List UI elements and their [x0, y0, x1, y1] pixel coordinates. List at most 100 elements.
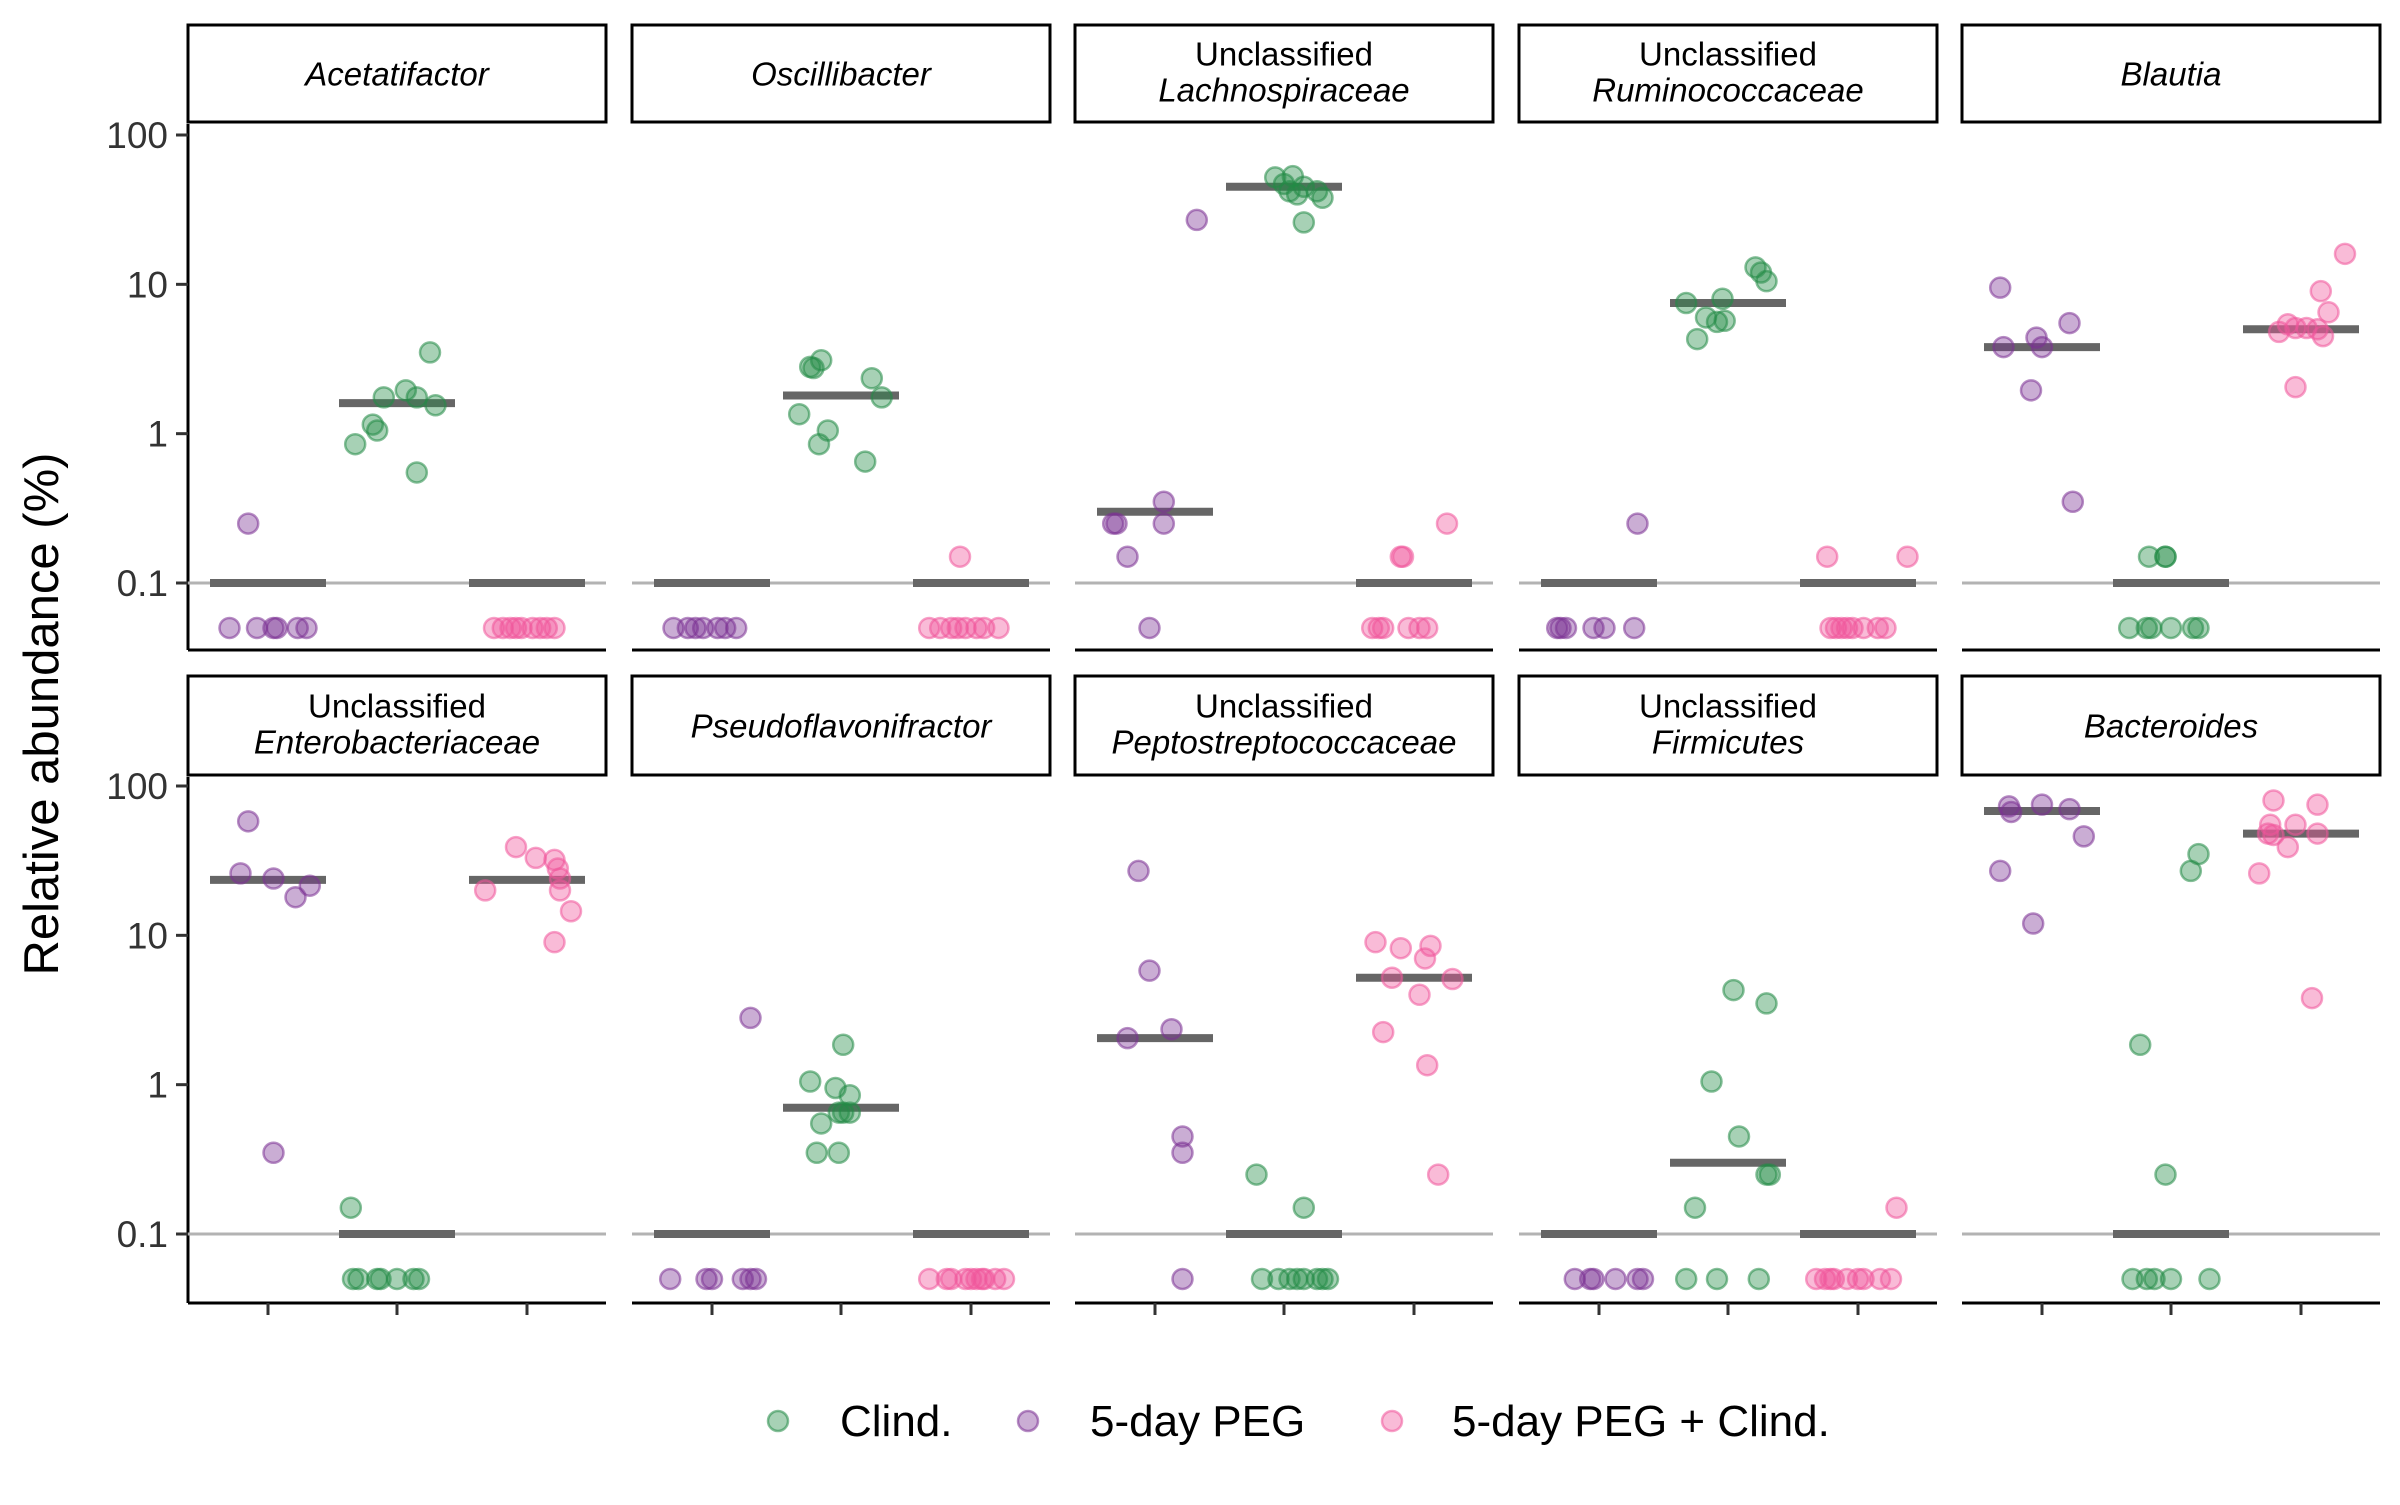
data-point-peg: [262, 867, 285, 890]
data-point-clind: [1683, 1196, 1707, 1219]
data-point-clind: [838, 1083, 862, 1107]
data-point-clind: [418, 341, 442, 364]
data-point-clind: [809, 349, 833, 372]
legend-label: 5-day PEG + Clind.: [1452, 1397, 1830, 1446]
data-point-clind: [2159, 616, 2183, 640]
data-point-pegclind: [1371, 1020, 1395, 1044]
data-point-pegclind: [987, 616, 1010, 640]
facet-title-line: Unclassified: [308, 688, 486, 725]
facet-strip-box: [1960, 674, 2382, 777]
facet-title-line: Unclassified: [1195, 36, 1373, 73]
data-point-clind: [385, 1267, 409, 1291]
data-point-clind: [2154, 545, 2177, 568]
data-point-pegclind: [1380, 966, 1404, 989]
legend-key-pegclind: [1380, 1409, 1404, 1433]
data-point-pegclind: [1389, 936, 1413, 960]
data-point-pegclind: [504, 835, 528, 859]
y-tick-label: 100: [106, 766, 168, 807]
data-point-peg: [2072, 825, 2096, 848]
data-point-peg: [1593, 616, 1616, 640]
data-point-clind: [1674, 291, 1698, 315]
data-point-pegclind: [2300, 986, 2324, 1010]
facet-title-line: Peptostreptococcaceae: [1112, 724, 1457, 761]
facet-title-line: Blautia: [2121, 56, 2222, 93]
data-point-peg: [1549, 616, 1572, 640]
facet-title-line: Unclassified: [1195, 688, 1373, 725]
data-point-peg: [1626, 512, 1649, 535]
data-point-peg: [1171, 1267, 1194, 1291]
facet-title-line: Ruminococcaceae: [1592, 72, 1863, 109]
data-point-clind: [2187, 616, 2210, 640]
data-point-peg: [1582, 1267, 1605, 1291]
y-tick-label: 10: [127, 915, 168, 956]
data-point-clind: [2143, 1267, 2166, 1291]
data-point-peg: [1563, 1267, 1587, 1291]
data-point-clind: [2128, 1033, 2152, 1057]
facet-title-line: Bacteroides: [2084, 708, 2258, 745]
data-point-peg: [1999, 800, 2023, 824]
data-point-pegclind: [1874, 616, 1897, 640]
legend-key-peg: [1016, 1409, 1040, 1433]
data-point-pegclind: [2262, 823, 2285, 847]
data-point-clind: [394, 379, 418, 402]
facet-title-line: Enterobacteriaceae: [254, 724, 540, 761]
data-point-clind: [827, 1101, 851, 1124]
data-point-peg: [658, 1267, 682, 1291]
data-point-peg: [218, 616, 241, 640]
data-point-peg: [700, 1267, 724, 1291]
y-tick-label: 100: [106, 115, 168, 156]
data-point-clind: [341, 1267, 365, 1291]
data-point-pegclind: [1364, 930, 1387, 954]
data-point-peg: [724, 616, 748, 640]
data-point-clind: [787, 402, 811, 426]
data-point-clind: [1711, 287, 1734, 311]
data-point-clind: [1705, 310, 1729, 334]
data-point-clind: [402, 1267, 425, 1291]
data-point-peg: [739, 1006, 762, 1030]
data-point-clind: [853, 450, 877, 473]
data-point-pegclind: [1371, 616, 1395, 640]
legend-key-clind: [766, 1409, 790, 1433]
data-point-peg: [1105, 512, 1128, 535]
data-point-clind: [805, 1141, 829, 1165]
legend-label: 5-day PEG: [1090, 1397, 1305, 1446]
facet-strip-box: [630, 23, 1052, 124]
data-point-clind: [827, 1141, 851, 1165]
data-point-pegclind: [2317, 301, 2340, 324]
data-point-clind: [1316, 1267, 1340, 1291]
data-point-peg: [284, 885, 307, 909]
data-point-clind: [1755, 992, 1778, 1015]
data-point-peg: [2021, 912, 2045, 935]
facet-strip-box: [186, 674, 608, 777]
facet-strip-box: [1517, 23, 1939, 124]
data-point-pegclind: [535, 616, 559, 640]
data-point-clind: [870, 386, 893, 409]
data-point-peg: [1604, 1267, 1627, 1291]
data-point-peg: [295, 616, 318, 640]
data-point-peg: [1116, 1026, 1139, 1050]
data-point-pegclind: [2306, 793, 2329, 816]
data-point-pegclind: [543, 930, 566, 954]
data-point-peg: [744, 1267, 768, 1291]
data-point-clind: [1674, 1267, 1698, 1291]
data-point-clind: [1755, 1163, 1778, 1186]
data-point-peg: [2058, 311, 2081, 335]
facet-title-line: Unclassified: [1639, 688, 1817, 725]
facet-strip-box: [186, 23, 608, 124]
data-point-pegclind: [2333, 242, 2357, 266]
data-point-clind: [405, 386, 429, 409]
data-point-pegclind: [2311, 324, 2335, 348]
data-point-peg: [1988, 859, 2012, 883]
data-point-pegclind: [1835, 616, 1859, 640]
data-point-clind: [2139, 616, 2163, 640]
data-point-peg: [739, 1267, 762, 1291]
data-point-pegclind: [2284, 375, 2307, 399]
data-point-pegclind: [543, 616, 566, 640]
data-point-pegclind: [1435, 512, 1459, 535]
data-point-peg: [2019, 379, 2043, 402]
data-point-pegclind: [2247, 862, 2271, 885]
data-point-pegclind: [1852, 1267, 1875, 1291]
facet-strip-box: [1517, 674, 1939, 777]
